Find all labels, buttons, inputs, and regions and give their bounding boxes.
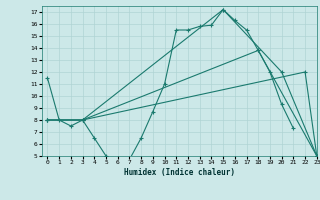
X-axis label: Humidex (Indice chaleur): Humidex (Indice chaleur): [124, 168, 235, 177]
